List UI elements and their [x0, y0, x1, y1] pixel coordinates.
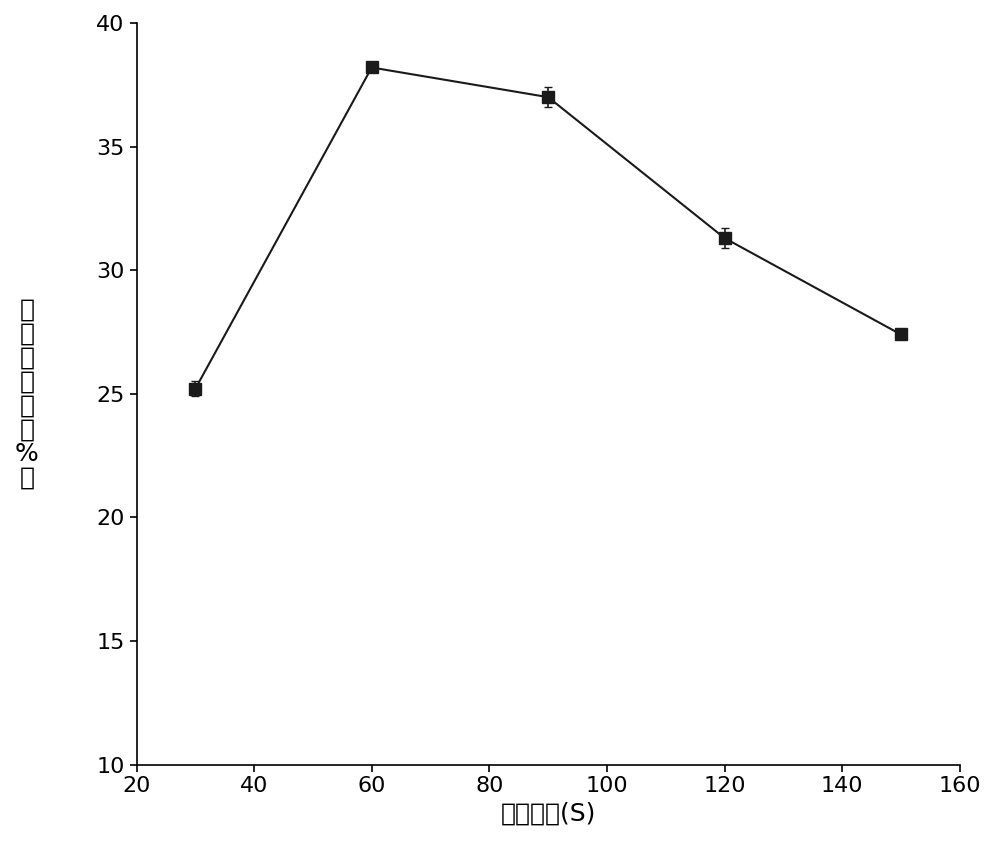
Y-axis label: 辛
酸
插
入
率
（
%
）: 辛 酸 插 入 率 （ % ） [15, 298, 39, 489]
X-axis label: 微波时间(S): 微波时间(S) [500, 802, 596, 826]
